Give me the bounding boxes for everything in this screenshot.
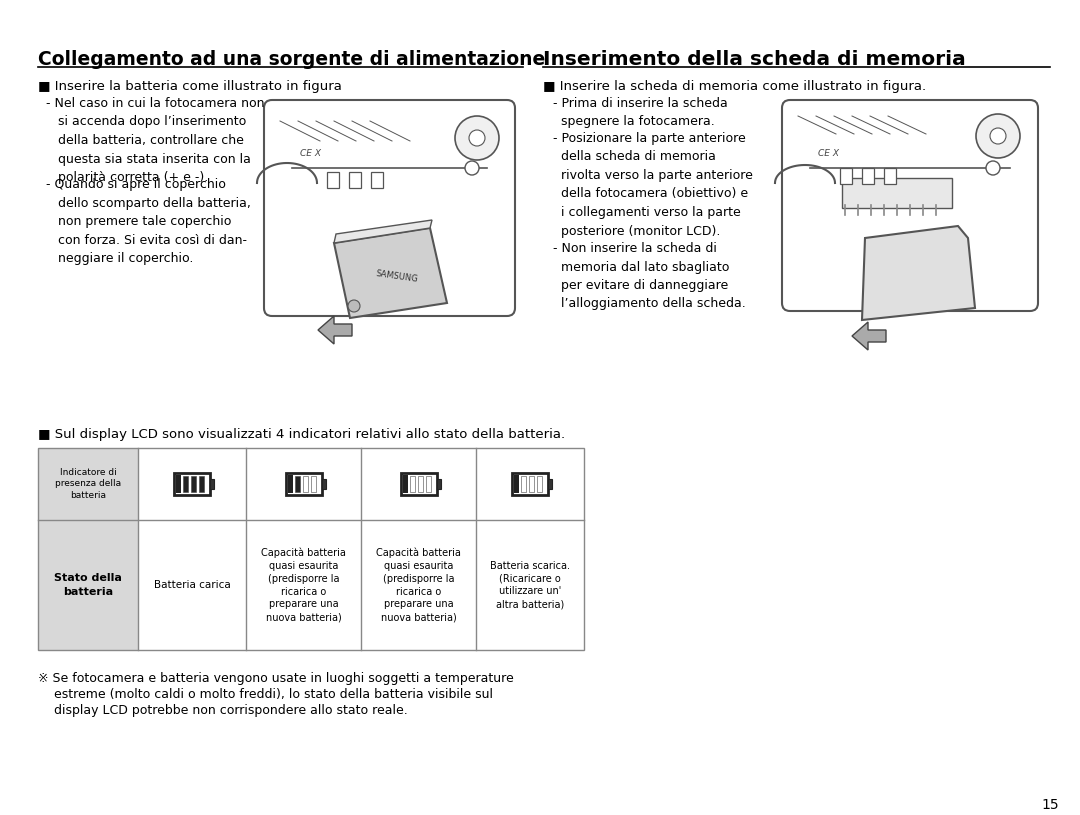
Bar [529,476,534,492]
Text: ※ Se fotocamera e batteria vengono usate in luoghi soggetti a temperature: ※ Se fotocamera e batteria vengono usate… [38,672,514,685]
Text: ■ Inserire la scheda di memoria come illustrato in figura.: ■ Inserire la scheda di memoria come ill… [543,80,927,93]
Text: Indicatore di
presenza della
batteria: Indicatore di presenza della batteria [55,468,121,500]
Bar [191,476,195,492]
Text: ■ Sul display LCD sono visualizzati 4 indicatori relativi allo stato della batte: ■ Sul display LCD sono visualizzati 4 in… [38,428,565,441]
Text: ■ Inserire la batteria come illustrato in figura: ■ Inserire la batteria come illustrato i… [38,80,342,93]
Circle shape [455,116,499,160]
Bar [174,473,210,495]
Bar [38,448,584,650]
Text: - Nel caso in cui la fotocamera non
   si accenda dopo l’inserimento
   della ba: - Nel caso in cui la fotocamera non si a… [46,97,265,184]
Bar [512,473,548,495]
Bar [514,475,519,493]
Polygon shape [852,322,886,350]
Bar [311,476,315,492]
Text: - Non inserire la scheda di
  memoria dal lato sbagliato
  per evitare di danneg: - Non inserire la scheda di memoria dal … [553,242,746,311]
Text: - Prima di inserire la scheda
  spegnere la fotocamera.: - Prima di inserire la scheda spegnere l… [553,97,728,129]
Bar [349,172,361,188]
Circle shape [986,161,1000,175]
Text: CE X: CE X [300,149,321,158]
Bar [436,479,441,489]
Text: Stato della
batteria: Stato della batteria [54,574,122,597]
Text: CE X: CE X [818,149,839,158]
Bar [426,476,431,492]
Bar [862,168,874,184]
Bar [327,172,339,188]
Bar [322,479,325,489]
Bar [409,476,415,492]
Text: Batteria carica: Batteria carica [153,580,230,590]
Circle shape [976,114,1020,158]
Bar [403,475,407,493]
Circle shape [348,300,360,312]
Bar [401,473,436,495]
Bar [537,476,542,492]
Text: - Quando si apre il coperchio
   dello scomparto della batteria,
   non premere : - Quando si apre il coperchio dello scom… [46,178,251,265]
Text: Batteria scarica.
(Ricaricare o
utilizzare un'
altra batteria): Batteria scarica. (Ricaricare o utilizza… [490,561,570,609]
Bar [176,475,181,493]
Polygon shape [334,228,447,318]
FancyBboxPatch shape [264,100,515,316]
Text: estreme (molto caldi o molto freddi), lo stato della batteria visibile sul: estreme (molto caldi o molto freddi), lo… [54,688,492,701]
Bar [285,473,322,495]
Bar [548,479,552,489]
Bar [199,476,204,492]
Text: Inserimento della scheda di memoria: Inserimento della scheda di memoria [543,50,966,69]
Text: 15: 15 [1041,798,1058,812]
Bar [38,448,138,520]
Bar [521,476,526,492]
Bar [840,168,852,184]
Bar [418,476,422,492]
Bar [38,520,138,650]
Bar [302,476,308,492]
Bar [183,476,188,492]
Circle shape [469,130,485,146]
Bar [295,476,299,492]
FancyBboxPatch shape [782,100,1038,311]
Circle shape [990,128,1005,144]
Text: display LCD potrebbe non corrispondere allo stato reale.: display LCD potrebbe non corrispondere a… [54,704,408,717]
Text: SAMSUNG: SAMSUNG [375,269,419,284]
Circle shape [465,161,480,175]
Text: Capacità batteria
quasi esaurita
(predisporre la
ricarica o
preparare una
nuova : Capacità batteria quasi esaurita (predis… [376,548,461,622]
Text: Collegamento ad una sorgente di alimentazione: Collegamento ad una sorgente di alimenta… [38,50,545,69]
Text: Capacità batteria
quasi esaurita
(predisporre la
ricarica o
preparare una
nuova : Capacità batteria quasi esaurita (predis… [261,548,346,622]
Polygon shape [862,226,975,320]
Polygon shape [334,220,432,243]
Bar [210,479,214,489]
Bar [287,475,293,493]
Bar [842,178,951,208]
Polygon shape [318,316,352,344]
Text: - Posizionare la parte anteriore
  della scheda di memoria
  rivolta verso la pa: - Posizionare la parte anteriore della s… [553,132,753,237]
Bar [372,172,383,188]
Bar [885,168,896,184]
